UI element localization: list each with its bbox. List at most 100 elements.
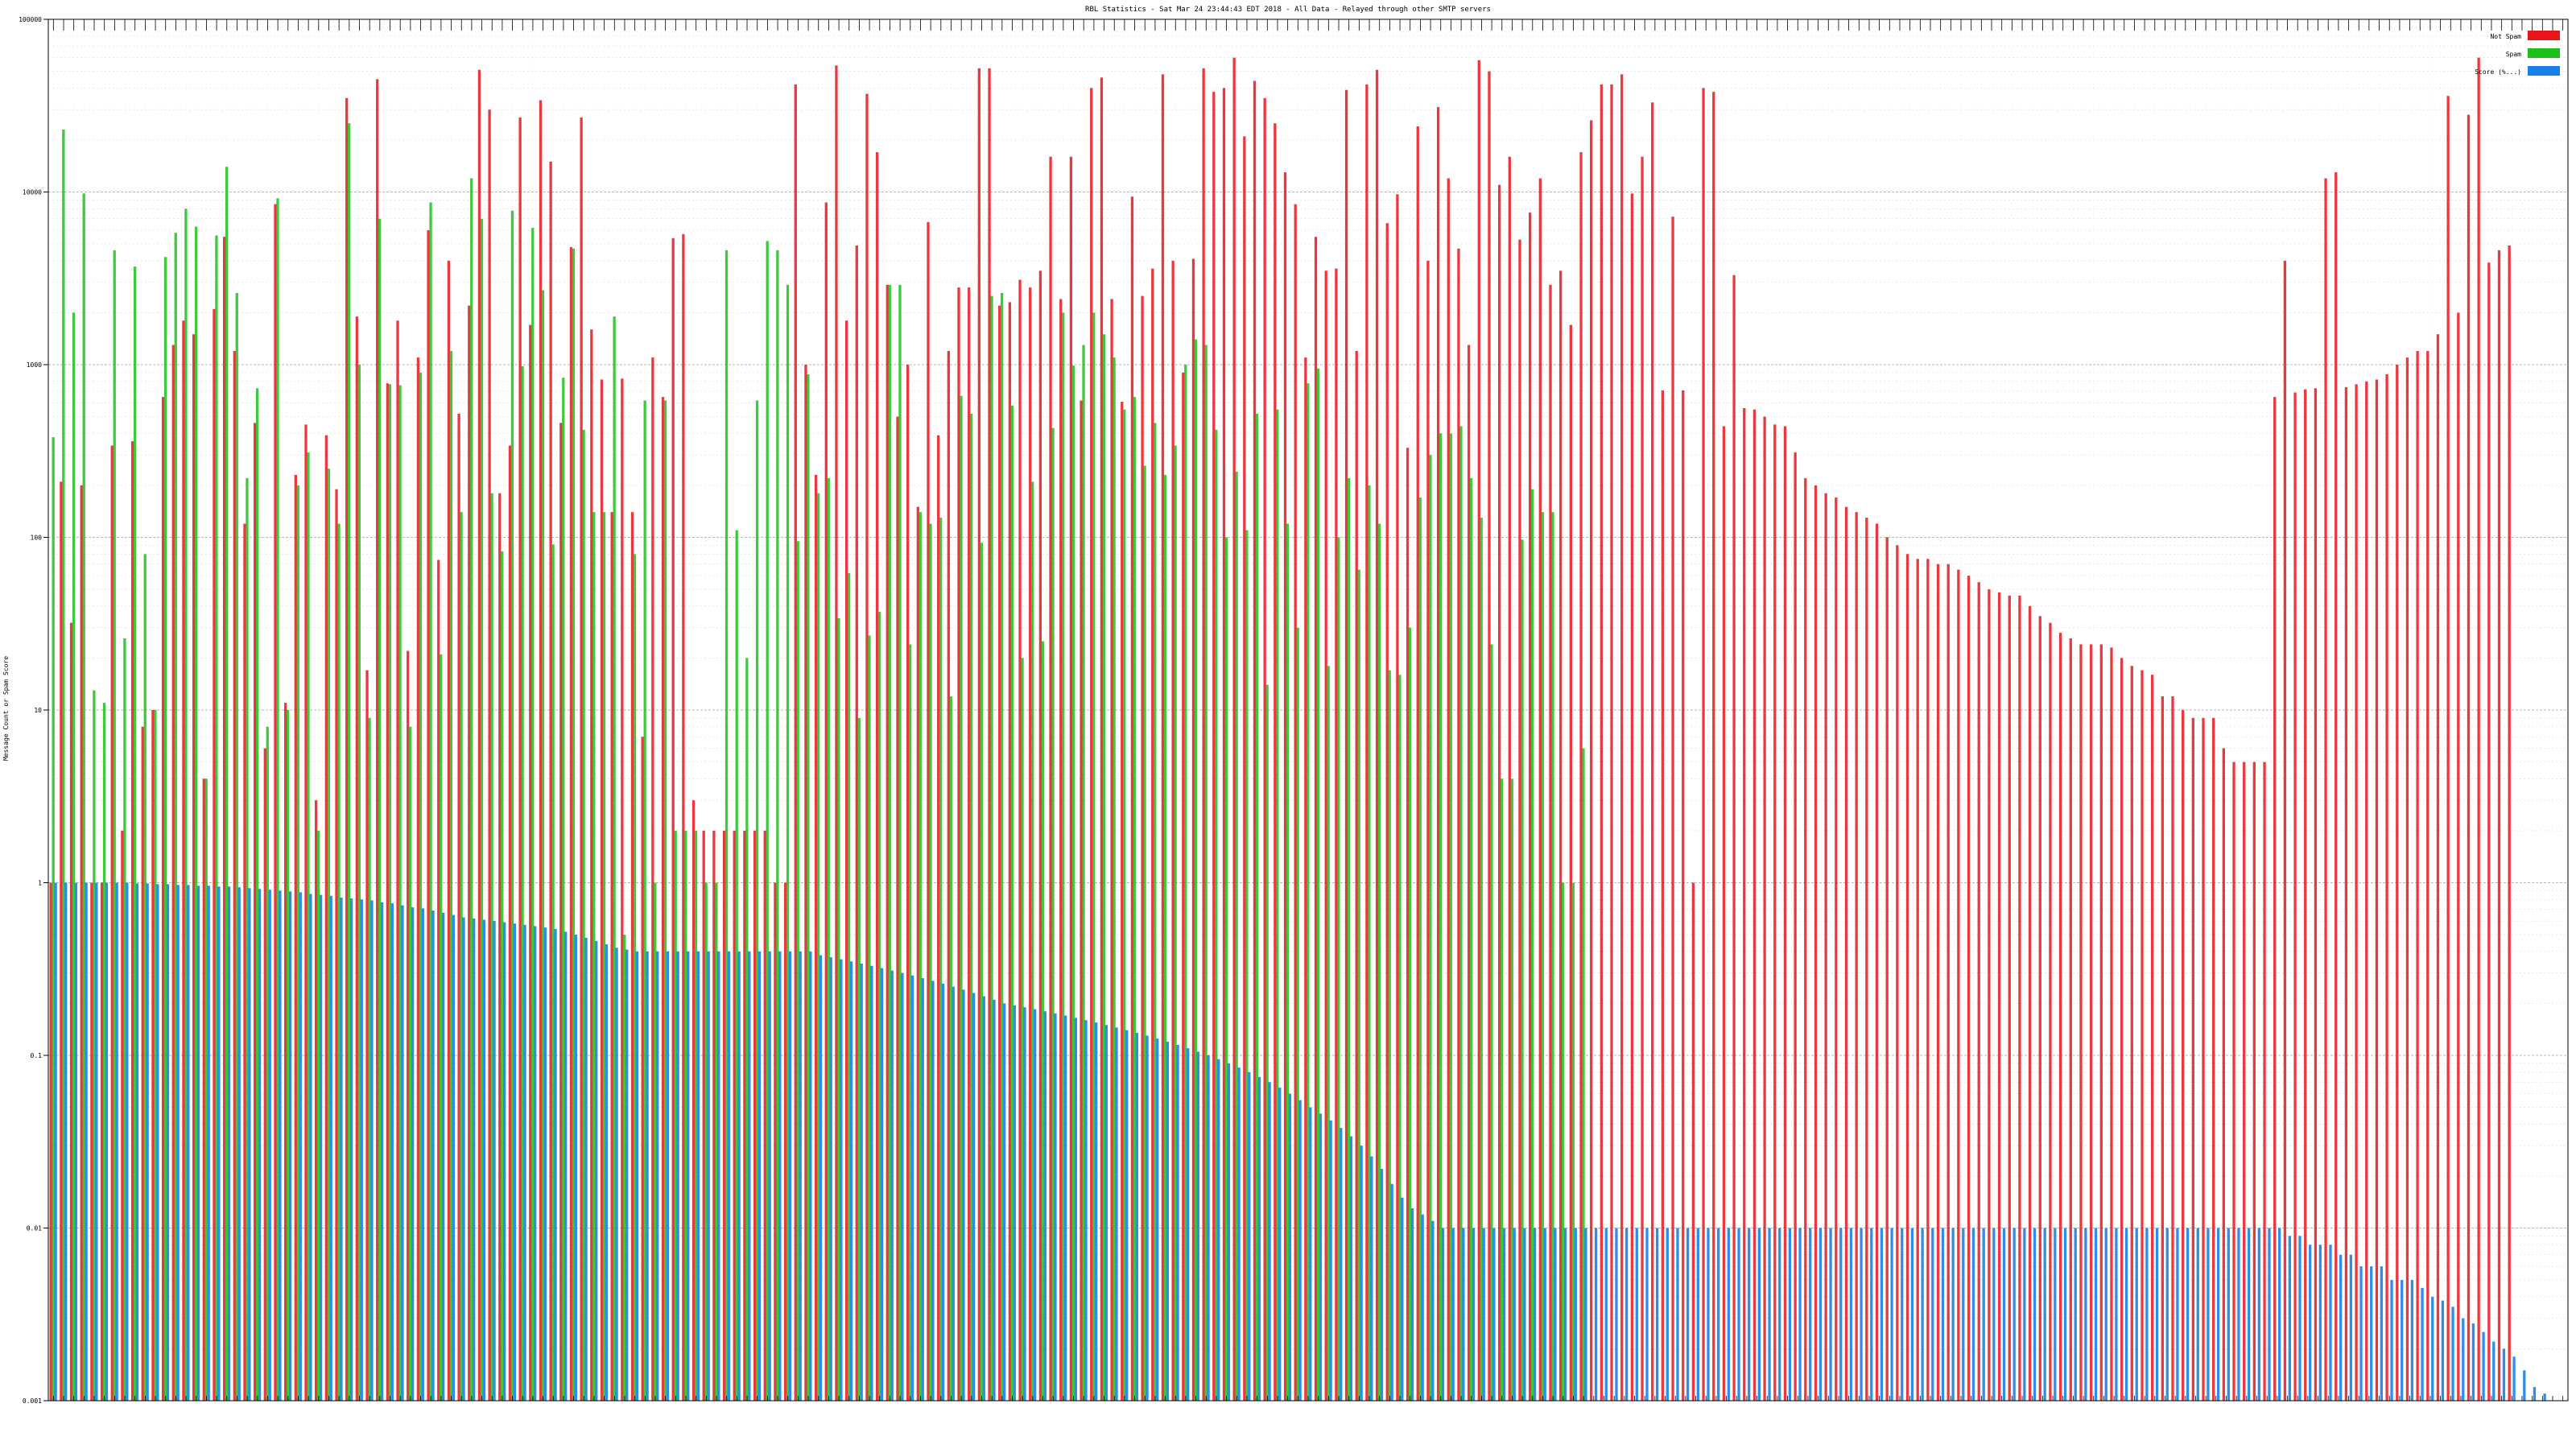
bar-not-spam xyxy=(2385,374,2388,1401)
bar-score xyxy=(758,951,762,1401)
bar-score xyxy=(1757,1228,1761,1401)
bar-score xyxy=(1472,1228,1476,1401)
bar-spam xyxy=(919,512,922,1402)
bar-score xyxy=(1971,1228,1975,1401)
bar-score xyxy=(870,965,873,1401)
bar-score xyxy=(482,919,486,1401)
bar-spam xyxy=(1429,455,1432,1402)
bar-score xyxy=(1809,1228,1812,1401)
bar-score xyxy=(2410,1280,2414,1401)
bar-not-spam xyxy=(1702,88,1705,1402)
bar-not-spam xyxy=(906,365,910,1401)
bar-not-spam xyxy=(1232,57,1236,1402)
bar-spam xyxy=(724,250,729,1402)
bar-not-spam xyxy=(569,246,573,1401)
bar-not-spam xyxy=(1467,345,1471,1401)
bar-not-spam xyxy=(254,423,257,1401)
bar-spam xyxy=(837,618,840,1401)
bar-spam xyxy=(1276,409,1279,1402)
bar-not-spam xyxy=(427,230,430,1402)
bar-not-spam xyxy=(2396,365,2399,1401)
bar-score xyxy=(493,921,496,1401)
bar-score xyxy=(1482,1228,1485,1401)
bar-score xyxy=(1104,1025,1108,1401)
bar-not-spam xyxy=(1814,485,1818,1402)
bar-not-spam xyxy=(2079,644,2083,1401)
bar-not-spam xyxy=(763,830,766,1401)
y-tick-label: 100 xyxy=(31,535,43,542)
bar-not-spam xyxy=(324,435,328,1401)
bar-not-spam xyxy=(1008,302,1012,1401)
bar-score xyxy=(646,951,649,1401)
bar-not-spam xyxy=(2069,638,2072,1401)
bar-not-spam xyxy=(1835,497,1838,1401)
bar-not-spam xyxy=(1294,204,1297,1401)
bar-not-spam xyxy=(1620,74,1624,1402)
bar-spam xyxy=(949,696,952,1401)
bar-spam xyxy=(133,266,137,1401)
bar-score xyxy=(207,886,210,1401)
bar-not-spam xyxy=(2426,351,2429,1401)
bar-spam xyxy=(816,493,820,1401)
bar-not-spam xyxy=(876,152,879,1401)
bar-spam xyxy=(1082,345,1085,1401)
bar-spam xyxy=(1459,426,1463,1401)
bar-score xyxy=(1360,1146,1363,1401)
bar-spam xyxy=(684,830,687,1401)
bar-score xyxy=(452,914,455,1401)
bar-spam xyxy=(215,235,218,1401)
bar-not-spam xyxy=(600,379,604,1401)
bar-spam xyxy=(776,250,779,1402)
bar-score xyxy=(1737,1228,1740,1401)
bar-not-spam xyxy=(2293,392,2297,1401)
bar-not-spam xyxy=(1967,576,1971,1401)
bar-spam xyxy=(1521,539,1524,1401)
bar-score xyxy=(85,882,88,1401)
bar-not-spam xyxy=(2273,397,2277,1401)
bar-not-spam xyxy=(2334,172,2338,1401)
bar-score xyxy=(605,943,609,1401)
bar-spam xyxy=(766,241,769,1401)
bar-not-spam xyxy=(988,68,991,1401)
bar-score xyxy=(1513,1228,1516,1401)
legend-label: Score (%...) xyxy=(2475,68,2521,76)
bar-not-spam xyxy=(1518,239,1521,1401)
bar-not-spam xyxy=(488,109,491,1401)
bar-spam xyxy=(184,208,188,1401)
bar-score xyxy=(1768,1228,1771,1401)
bar-not-spam xyxy=(794,84,797,1401)
bar-score xyxy=(329,895,332,1401)
bar-score xyxy=(64,882,68,1401)
bar-score xyxy=(1340,1128,1343,1401)
bar-spam xyxy=(541,290,545,1402)
bar-score xyxy=(1196,1051,1200,1401)
bar-spam xyxy=(990,295,993,1401)
bar-not-spam xyxy=(508,445,512,1401)
bar-score xyxy=(381,902,384,1401)
bar-not-spam xyxy=(1171,260,1174,1401)
bar-spam xyxy=(960,395,963,1402)
bar-not-spam xyxy=(2243,762,2246,1401)
bar-spam xyxy=(704,882,708,1401)
bar-not-spam xyxy=(1274,123,1277,1401)
bar-spam xyxy=(1551,512,1554,1402)
bar-score xyxy=(2462,1318,2465,1401)
bar-score xyxy=(2216,1228,2220,1401)
bar-score xyxy=(2155,1228,2159,1401)
bar-spam xyxy=(908,644,912,1401)
bar-score xyxy=(1084,1020,1088,1401)
bar-score xyxy=(707,951,710,1401)
bar-not-spam xyxy=(1630,193,1634,1401)
bar-spam xyxy=(1021,658,1024,1401)
bar-spam xyxy=(807,374,810,1401)
bar-not-spam xyxy=(2508,245,2511,1402)
bar-not-spam xyxy=(2212,717,2215,1401)
bar-spam xyxy=(1194,339,1198,1401)
bar-not-spam xyxy=(753,830,757,1401)
bar-not-spam xyxy=(1682,390,1685,1401)
bar-not-spam xyxy=(396,320,399,1401)
bar-spam xyxy=(1224,537,1228,1401)
bar-not-spam xyxy=(1926,559,1930,1401)
bar-not-spam xyxy=(345,97,349,1401)
bar-score xyxy=(809,951,812,1401)
